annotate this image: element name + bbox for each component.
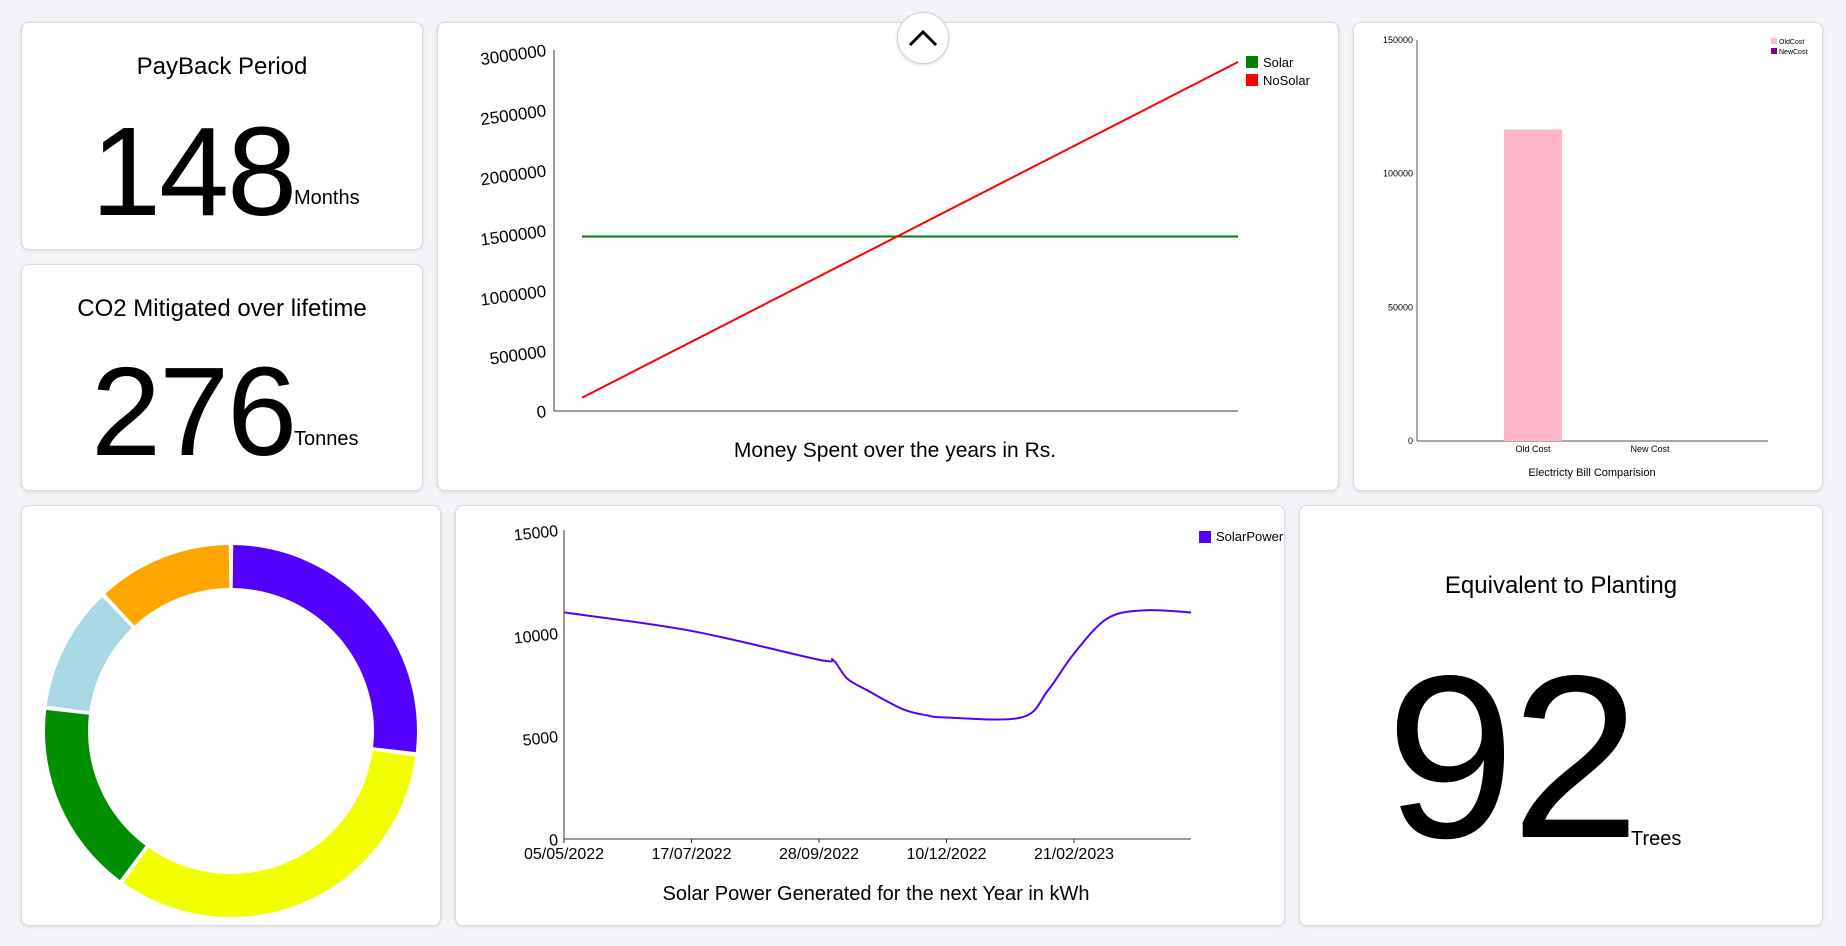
series-line-solarpower [563, 609, 1192, 721]
donut-slice [45, 709, 146, 881]
payback-card: PayBack Period 148 Months [21, 22, 423, 250]
legend-label-oldcost: OldCost [1779, 39, 1804, 46]
solar-chart: 0 5000 10000 15000 05/05/2022 17/07/2022 28/09… [513, 523, 1284, 905]
legend-label-nosolar: NoSolar [1263, 73, 1311, 88]
bar-oldcost [1504, 129, 1562, 441]
legend-swatch-oldcost [1771, 38, 1777, 44]
chevron-up-icon [908, 29, 938, 47]
x-tick-label: New Cost [1630, 444, 1670, 454]
money-chart-caption: Money Spent over the years in Rs. [734, 439, 1056, 462]
y-tick-label: 5000 [522, 729, 559, 750]
collapse-button[interactable] [897, 12, 949, 64]
bill-chart-card: 0 50000 100000 150000 Old Cost New Cost OldCos… [1353, 22, 1823, 491]
y-tick-label: 1500000 [479, 222, 547, 250]
y-tick-label: 150000 [1383, 35, 1413, 45]
donut-chart-card [21, 505, 441, 926]
donut-slice [46, 596, 132, 712]
y-tick-label: 2500000 [479, 101, 547, 129]
x-tick-label: Old Cost [1515, 444, 1551, 454]
legend-label-solar: Solar [1263, 55, 1294, 70]
trees-value: 92 [1386, 628, 1640, 887]
money-chart-card: 0 500000 1000000 1500000 2000000 2500000 30000… [437, 22, 1339, 491]
co2-unit: Tonnes [294, 428, 359, 450]
y-tick-label: 1000000 [479, 282, 547, 310]
x-tick-label: 10/12/2022 [906, 846, 986, 863]
y-tick-label: 0 [535, 402, 547, 422]
x-tick-label: 17/07/2022 [651, 846, 731, 863]
y-tick-label: 0 [548, 832, 559, 850]
y-tick-label: 50000 [1388, 302, 1413, 312]
co2-title: CO2 Mitigated over lifetime [77, 295, 367, 322]
legend-label-solarpower: SolarPower [1216, 529, 1284, 544]
legend-swatch-solar [1246, 56, 1258, 68]
payback-title: PayBack Period [136, 53, 308, 80]
legend-swatch-newcost [1771, 48, 1777, 54]
bill-chart-caption: Electricty Bill Comparision [1528, 467, 1655, 479]
x-tick-label: 21/02/2023 [1034, 846, 1114, 863]
donut-slice [232, 545, 417, 753]
y-tick-label: 100000 [1383, 169, 1413, 179]
legend-swatch-nosolar [1246, 74, 1258, 86]
legend-swatch-solarpower [1199, 531, 1211, 543]
y-tick-label: 15000 [513, 523, 559, 545]
x-tick-label: 05/05/2022 [524, 846, 604, 863]
co2-card: CO2 Mitigated over lifetime 276 Tonnes [21, 264, 423, 491]
solar-chart-card: 0 5000 10000 15000 05/05/2022 17/07/2022 28/09… [455, 505, 1285, 926]
y-tick-label: 500000 [489, 342, 548, 369]
series-line-nosolar [581, 61, 1239, 399]
x-tick-label: 28/09/2022 [779, 846, 859, 863]
y-tick-label: 3000000 [479, 41, 547, 69]
donut-slice [105, 545, 230, 626]
y-tick-label: 0 [1408, 436, 1413, 446]
trees-card: Equivalent to Planting 92 Trees [1299, 505, 1823, 926]
trees-unit: Trees [1631, 828, 1682, 850]
y-tick-label: 2000000 [479, 161, 547, 189]
donut-chart [45, 545, 417, 917]
co2-value: 276 [91, 341, 297, 482]
donut-slice [123, 750, 416, 917]
legend-label-newcost: NewCost [1779, 49, 1807, 56]
money-chart: 0 500000 1000000 1500000 2000000 2500000 30000… [479, 41, 1311, 462]
bill-chart: 0 50000 100000 150000 Old Cost New Cost OldCos… [1383, 35, 1807, 479]
trees-title: Equivalent to Planting [1444, 572, 1678, 599]
solar-chart-caption: Solar Power Generated for the next Year … [663, 883, 1090, 905]
payback-unit: Months [294, 187, 360, 209]
y-tick-label: 10000 [513, 626, 559, 648]
payback-value: 148 [91, 101, 297, 242]
